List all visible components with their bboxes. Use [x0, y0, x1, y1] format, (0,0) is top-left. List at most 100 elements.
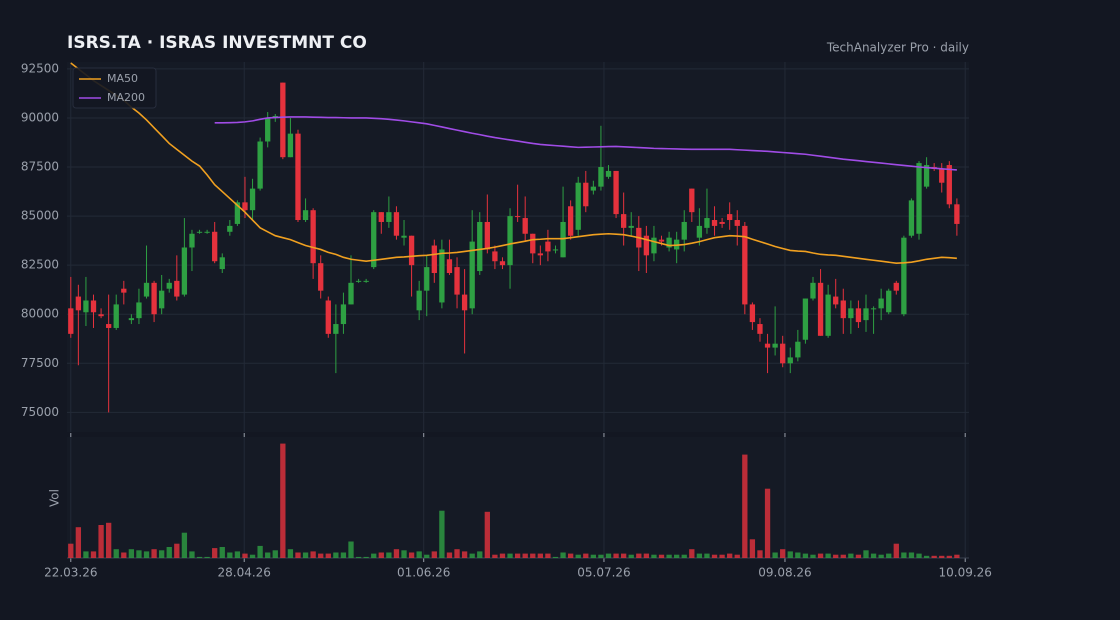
candle-body — [424, 267, 430, 291]
candle-body — [893, 282, 899, 291]
candle-body — [469, 241, 475, 309]
candle-body — [121, 288, 127, 293]
candle-body — [242, 202, 248, 211]
candle-body — [605, 170, 612, 177]
volume-bar — [583, 553, 589, 558]
volume-bar — [439, 510, 445, 558]
candle-body — [416, 290, 422, 311]
y-tick-label: 90000 — [21, 110, 59, 124]
candle-body — [318, 263, 324, 291]
volume-bar — [355, 556, 362, 558]
volume-bar — [923, 555, 930, 558]
volume-bar — [545, 553, 551, 558]
volume-bar — [234, 551, 241, 558]
x-tick-label: 28.04.26 — [218, 566, 271, 580]
volume-bar — [113, 549, 119, 558]
candle-body — [174, 280, 180, 297]
volume-bar — [658, 554, 665, 558]
candle-body — [560, 221, 566, 258]
candle-body — [817, 282, 824, 336]
volume-bar — [128, 549, 135, 558]
y-tick-label: 92500 — [21, 61, 59, 75]
volume-bar — [689, 549, 695, 558]
candle-body — [878, 298, 884, 309]
candle-body — [598, 167, 604, 187]
volume-bar — [340, 552, 347, 558]
candle-body — [901, 237, 907, 315]
volume-bar — [295, 552, 301, 558]
candle-body — [499, 261, 506, 266]
volume-bar — [393, 549, 400, 558]
volume-bar — [181, 532, 188, 558]
volume-bar — [265, 552, 271, 558]
volume-bar — [431, 551, 437, 558]
volume-bar — [954, 554, 960, 558]
candle-body — [742, 225, 748, 305]
candle-body — [908, 200, 915, 236]
candle-body — [355, 280, 362, 282]
candle-body — [492, 251, 498, 262]
candle-body — [658, 239, 665, 242]
candle-body — [939, 168, 945, 183]
volume-bar — [83, 551, 89, 558]
candle-body — [749, 304, 756, 323]
volume-bar — [106, 522, 112, 558]
ma-line — [70, 62, 957, 264]
candle-body — [151, 282, 157, 315]
volume-bar — [166, 547, 172, 558]
candle-body — [98, 314, 104, 317]
candle-body — [840, 300, 846, 319]
candle-body — [870, 308, 877, 310]
candle-body — [681, 221, 687, 240]
chart-title: ISRS.TA · ISRAS INVESTMNT CO — [67, 33, 367, 53]
volume-bar — [143, 551, 150, 558]
volume-bar — [636, 553, 642, 558]
volume-bar — [280, 443, 286, 558]
volume-bar — [810, 554, 816, 558]
candle-body — [234, 202, 241, 224]
candle-body — [916, 163, 922, 234]
volume-bar — [567, 553, 574, 558]
candle-body — [68, 308, 74, 334]
candle-body — [583, 182, 589, 207]
volume-bar — [711, 554, 718, 558]
candle-body — [689, 188, 695, 213]
candle-body — [696, 225, 703, 238]
candle-body — [833, 296, 839, 305]
candle-body — [454, 267, 460, 295]
volume-bar — [530, 553, 536, 558]
volume-bar — [484, 511, 490, 558]
candle-body — [757, 324, 763, 334]
y-tick-label: 85000 — [21, 209, 59, 223]
y-tick-label: 82500 — [21, 258, 59, 272]
candle-body — [886, 290, 892, 313]
x-tick-label: 22.03.26 — [44, 566, 97, 580]
volume-bar — [477, 551, 483, 558]
volume-bar — [560, 552, 566, 558]
volume-bar — [674, 554, 680, 558]
y-tick-label: 80000 — [21, 307, 59, 321]
candle-body — [90, 300, 97, 313]
volume-bar — [848, 553, 854, 558]
volume-bar — [787, 551, 793, 558]
candle-body — [363, 280, 369, 282]
volume-bar — [795, 552, 801, 558]
candle-body — [295, 133, 301, 221]
x-tick-label: 05.07.26 — [577, 566, 630, 580]
candle-body — [575, 182, 581, 230]
ma-line — [214, 116, 957, 171]
volume-bar — [552, 556, 559, 558]
volume-bar — [886, 553, 892, 558]
candle-body — [249, 188, 256, 211]
y-tick-label: 77500 — [21, 356, 59, 370]
volume-bar — [348, 541, 354, 558]
volume-bar — [780, 549, 786, 558]
candle-body — [181, 247, 188, 295]
candle-body — [567, 206, 574, 236]
volume-bar — [204, 556, 210, 558]
candle-body — [764, 343, 771, 348]
candle-body — [196, 231, 203, 233]
candle-body — [106, 324, 112, 328]
candle-body — [711, 220, 718, 226]
